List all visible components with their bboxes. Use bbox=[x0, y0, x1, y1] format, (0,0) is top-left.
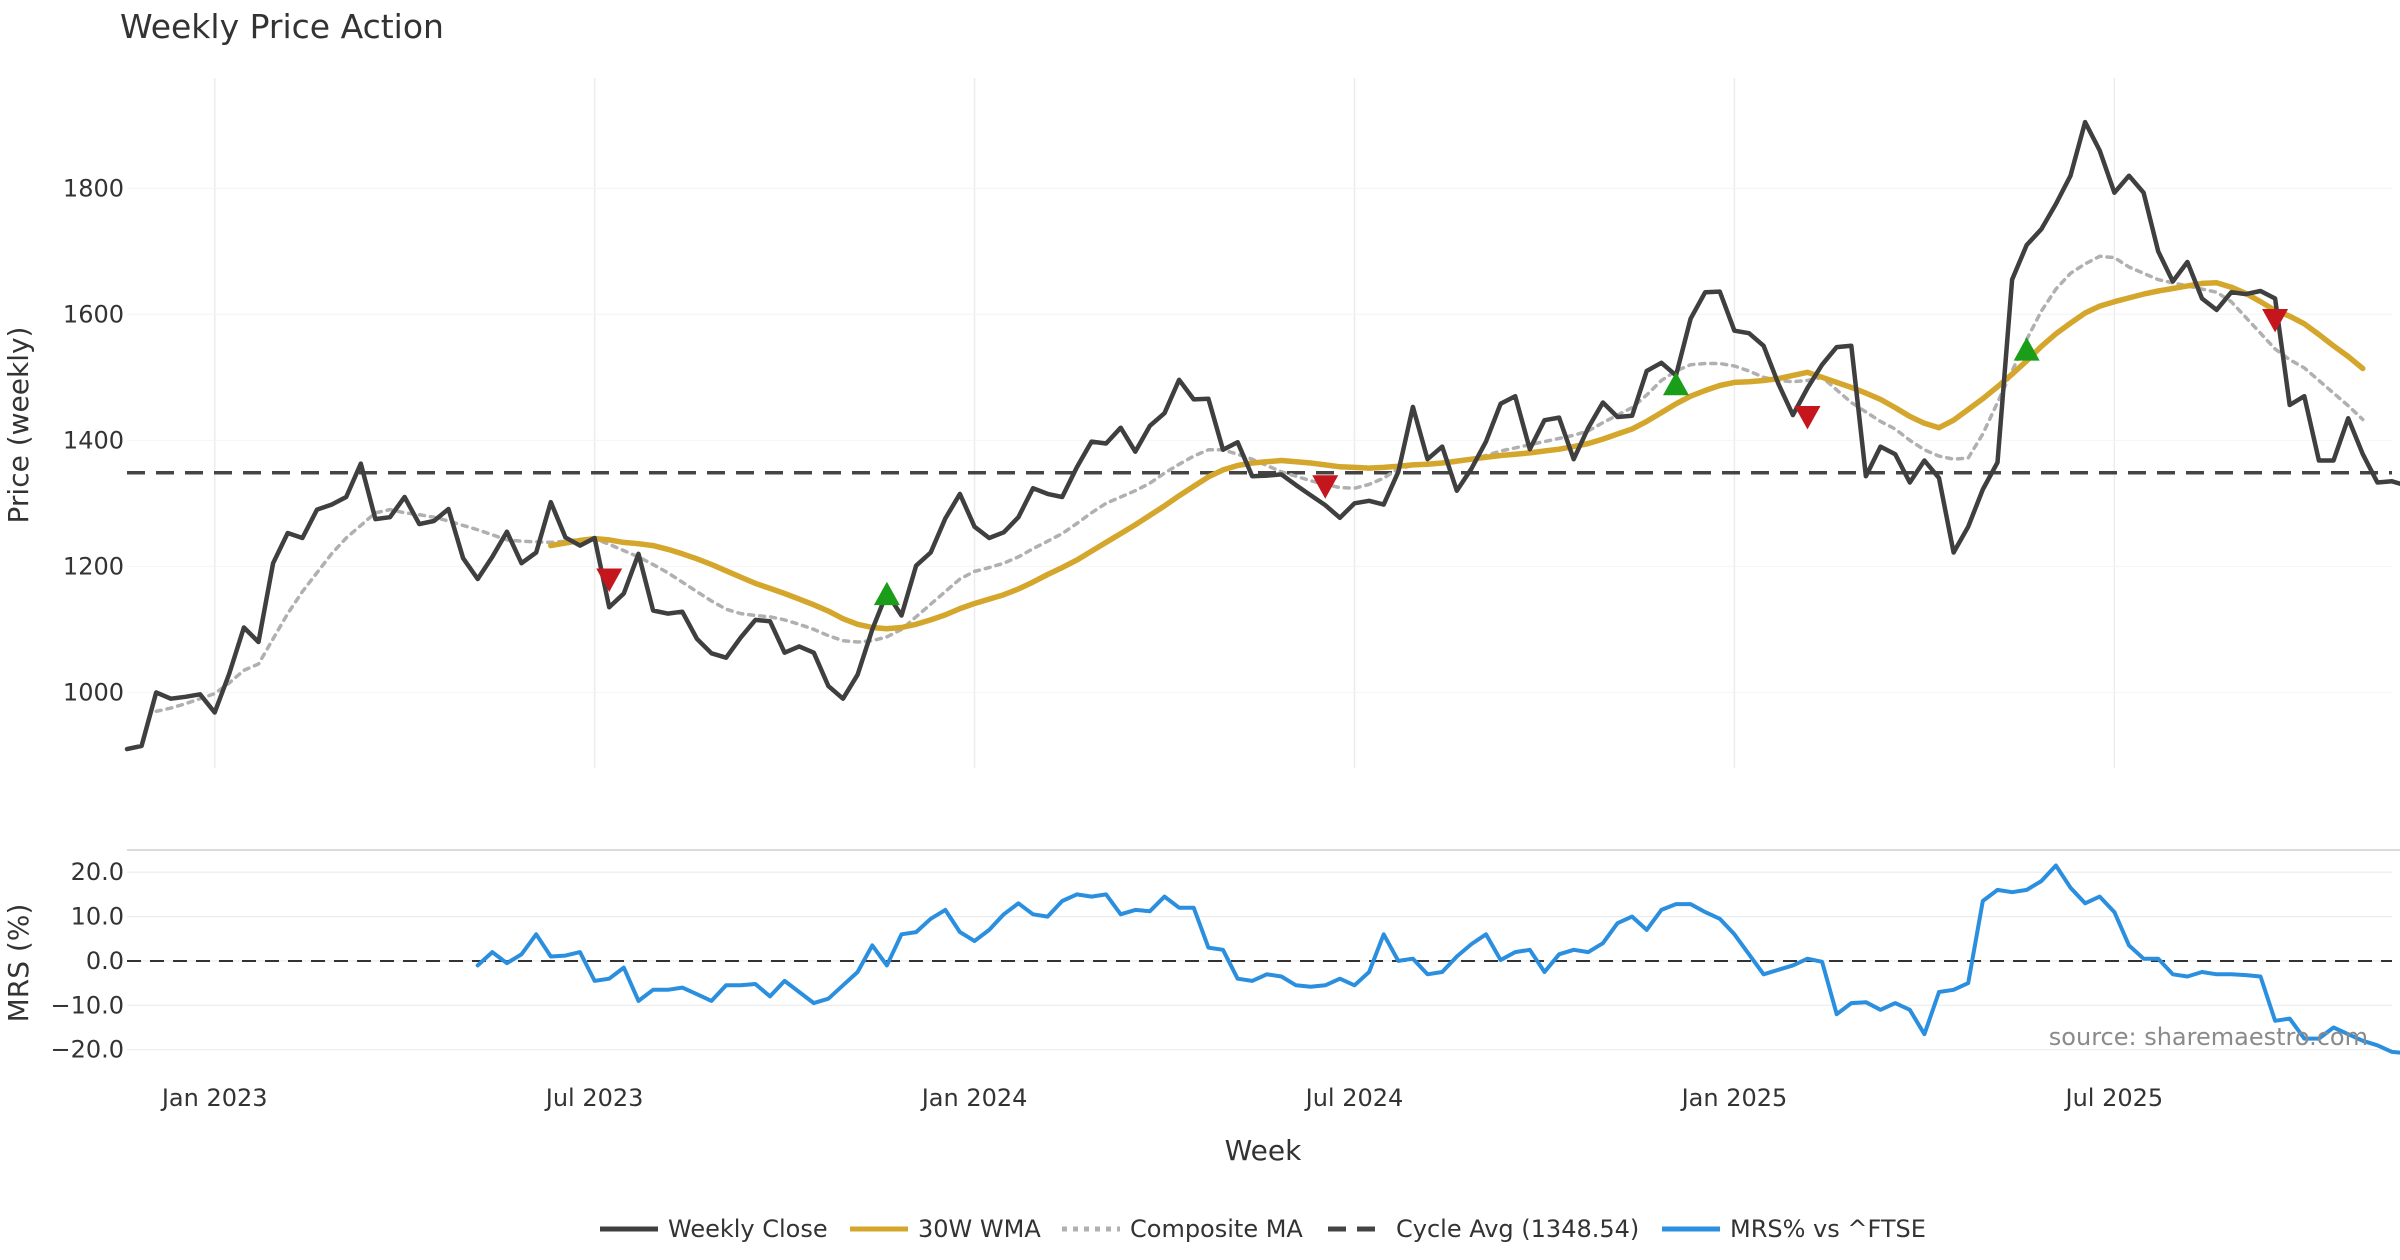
sell-signal-marker bbox=[2262, 308, 2289, 333]
price-y-axis: 1000 1200 1400 1600 1800 bbox=[63, 174, 124, 706]
mrs-y-axis: 20.0 10.0 0.0 −10.0 −20.0 bbox=[50, 858, 124, 1064]
x-axis: Jan 2023 Jul 2023 Jan 2024 Jul 2024 Jan 2025… bbox=[160, 1084, 2163, 1112]
x-tick-label: Jan 2023 bbox=[160, 1084, 268, 1112]
sell-signal-marker bbox=[1312, 475, 1339, 499]
buy-signal-marker bbox=[873, 581, 900, 606]
legend: Weekly Close 30W WMA Composite MA Cycle Avg… bbox=[600, 1215, 1926, 1243]
weekly-close-line bbox=[124, 119, 2400, 752]
x-tick-label: Jul 2025 bbox=[2064, 1084, 2164, 1112]
x-tick-label: Jul 2023 bbox=[544, 1084, 644, 1112]
mrs-grid bbox=[127, 849, 2400, 1051]
x-tick-label: Jan 2025 bbox=[1680, 1084, 1788, 1112]
sell-signal-marker bbox=[596, 568, 623, 592]
legend-item-label: Weekly Close bbox=[668, 1215, 828, 1243]
mrs-series-group bbox=[475, 863, 2400, 1055]
price-y-tick-label: 1200 bbox=[63, 552, 124, 580]
mrs-y-tick-label: 10.0 bbox=[71, 903, 124, 931]
source-caption: source: sharemaestro.com bbox=[2049, 1023, 2368, 1051]
composite-ma-line bbox=[154, 254, 2365, 714]
price-y-tick-label: 1000 bbox=[63, 678, 124, 706]
price-grid bbox=[127, 78, 2392, 768]
price-series-group bbox=[124, 119, 2400, 752]
mrs-y-tick-label: 0.0 bbox=[86, 947, 124, 975]
price-y-tick-label: 1800 bbox=[63, 174, 124, 202]
mrs-y-tick-label: 20.0 bbox=[71, 858, 124, 886]
buy-signal-marker bbox=[1662, 371, 1689, 396]
mrs-y-tick-label: −10.0 bbox=[50, 991, 124, 1019]
price-y-axis-label: Price (weekly) bbox=[2, 327, 35, 524]
sell-signal-marker bbox=[1794, 405, 1821, 430]
mrs-y-axis-label: MRS (%) bbox=[2, 904, 35, 1023]
x-axis-label: Week bbox=[1225, 1134, 1302, 1167]
buy-signal-marker bbox=[2013, 337, 2040, 361]
legend-item-label: MRS% vs ^FTSE bbox=[1730, 1215, 1926, 1243]
signal-markers bbox=[596, 308, 2289, 606]
price-y-tick-label: 1600 bbox=[63, 300, 124, 328]
legend-item-label: Cycle Avg (1348.54) bbox=[1396, 1215, 1639, 1243]
x-tick-label: Jul 2024 bbox=[1304, 1084, 1404, 1112]
wma-30w-line bbox=[548, 280, 2366, 632]
mrs-y-tick-label: −20.0 bbox=[50, 1036, 124, 1064]
mrs-line bbox=[475, 863, 2400, 1055]
chart-title: Weekly Price Action bbox=[120, 7, 444, 46]
legend-item-label: 30W WMA bbox=[918, 1215, 1041, 1243]
x-tick-label: Jan 2024 bbox=[920, 1084, 1028, 1112]
legend-item-label: Composite MA bbox=[1130, 1215, 1303, 1243]
price-y-tick-label: 1400 bbox=[63, 426, 124, 454]
